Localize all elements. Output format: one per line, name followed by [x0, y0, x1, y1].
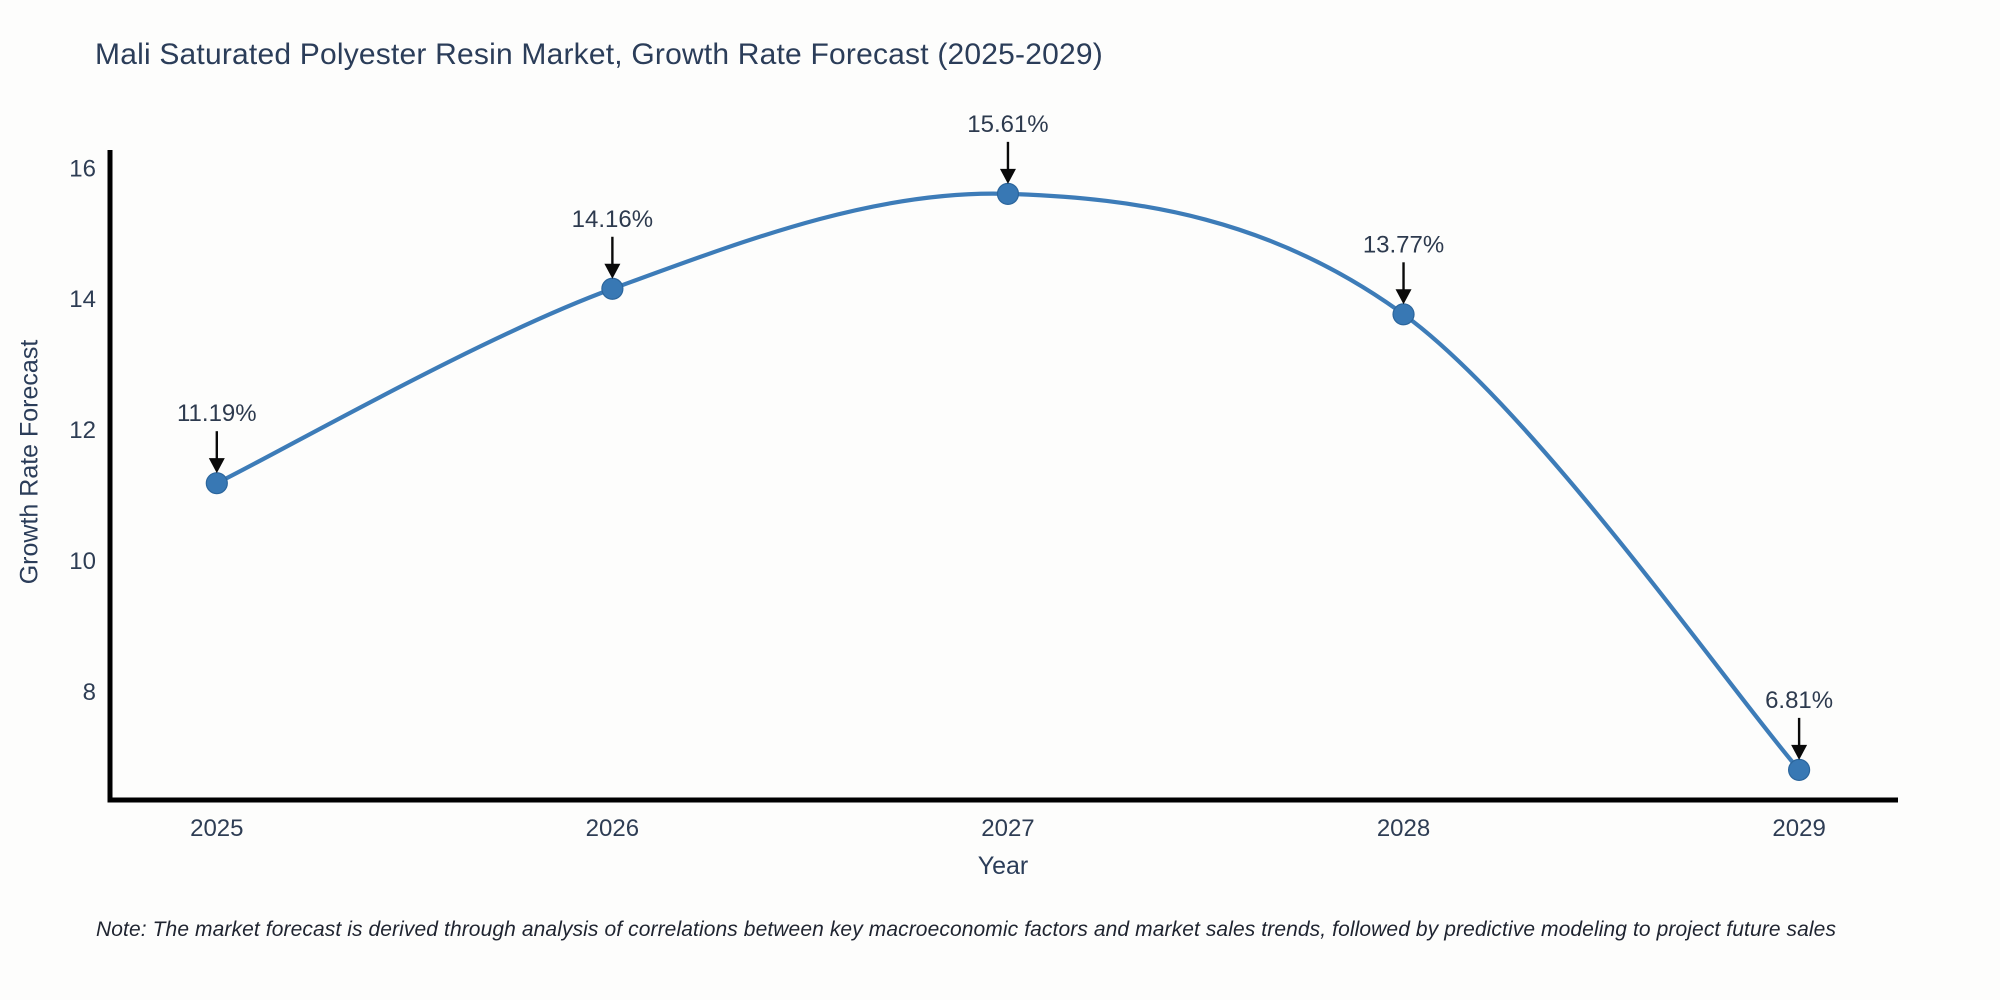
data-point-label: 6.81%	[1765, 687, 1833, 714]
annotation-arrow-head	[999, 168, 1016, 184]
x-tick-label: 2025	[190, 815, 243, 842]
x-axis-title: Year	[977, 852, 1029, 880]
y-tick-label: 10	[69, 548, 96, 575]
data-point-label: 13.77%	[1363, 231, 1444, 258]
data-point	[996, 182, 1020, 205]
y-tick-label: 8	[83, 679, 96, 706]
x-tick-label: 2027	[981, 815, 1034, 842]
footnote: Note: The market forecast is derived thr…	[96, 918, 1837, 941]
y-tick-label: 14	[69, 286, 96, 313]
data-point	[601, 277, 624, 300]
forecast-line	[214, 191, 1802, 772]
data-point	[1788, 758, 1811, 781]
data-point-label: 15.61%	[967, 111, 1048, 138]
chart-title: Mali Saturated Polyester Resin Market, G…	[95, 38, 1103, 71]
x-tick-label: 2028	[1377, 815, 1430, 842]
x-tick-label: 2029	[1772, 815, 1825, 842]
data-point-label: 11.19%	[177, 400, 257, 427]
y-tick-label: 12	[69, 417, 96, 444]
annotation-arrow-head	[208, 458, 225, 474]
annotation-arrow-head	[1791, 744, 1808, 760]
y-tick-label: 16	[69, 155, 96, 182]
annotation-arrow-head	[1395, 289, 1412, 305]
x-tick-label: 2026	[586, 815, 639, 842]
data-point	[1392, 303, 1415, 326]
data-point-label: 14.16%	[572, 206, 653, 233]
annotation-arrow-head	[604, 263, 621, 279]
data-point	[205, 472, 228, 495]
